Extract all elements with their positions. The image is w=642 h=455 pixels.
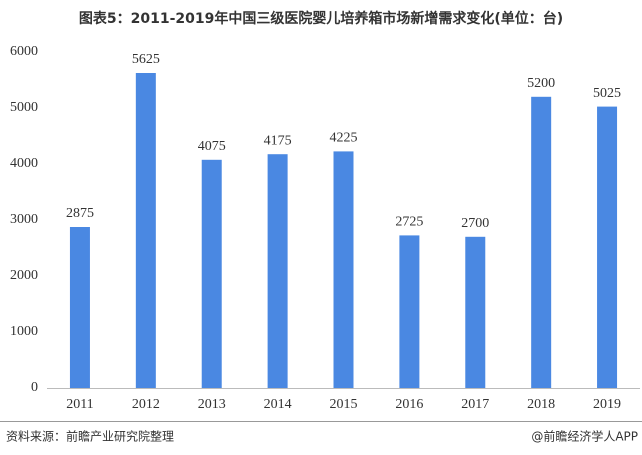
chart-title: 图表5：2011-2019年中国三级医院婴儿培养箱市场新增需求变化(单位：台) (79, 10, 563, 27)
data-label: 2875 (66, 206, 94, 221)
x-tick-label: 2018 (527, 397, 555, 412)
bar (399, 235, 420, 388)
source-note: 资料来源：前瞻产业研究院整理 (6, 429, 174, 444)
x-tick-label: 2014 (264, 397, 292, 412)
x-tick-label: 2017 (461, 397, 489, 412)
data-label: 4075 (198, 139, 226, 154)
data-label: 5025 (593, 86, 621, 101)
x-tick-label: 2016 (395, 397, 423, 412)
bar (531, 96, 552, 389)
bar (135, 73, 156, 388)
bar (597, 106, 618, 388)
x-tick-label: 2011 (66, 397, 93, 412)
data-label: 2725 (395, 215, 423, 230)
bar (267, 154, 288, 388)
data-label: 5625 (132, 52, 160, 67)
y-tick-label: 5000 (10, 100, 38, 115)
y-tick-label: 0 (31, 380, 38, 395)
y-tick-label: 1000 (10, 324, 38, 339)
y-tick-label: 2000 (10, 268, 38, 283)
y-tick-label: 4000 (10, 156, 38, 171)
data-label: 2700 (461, 216, 489, 231)
bar (465, 236, 486, 388)
x-tick-label: 2019 (593, 397, 621, 412)
data-label: 4175 (264, 133, 292, 148)
x-tick-label: 2012 (132, 397, 160, 412)
bar (201, 159, 222, 388)
x-tick-label: 2013 (198, 397, 226, 412)
x-tick-label: 2015 (330, 397, 358, 412)
credit: @前瞻经济学人APP (531, 429, 638, 444)
data-label: 4225 (330, 131, 358, 146)
bar (333, 151, 354, 388)
data-label: 5200 (527, 76, 555, 91)
y-tick-label: 6000 (10, 44, 38, 59)
y-tick-label: 3000 (10, 212, 38, 227)
bar (69, 227, 90, 388)
